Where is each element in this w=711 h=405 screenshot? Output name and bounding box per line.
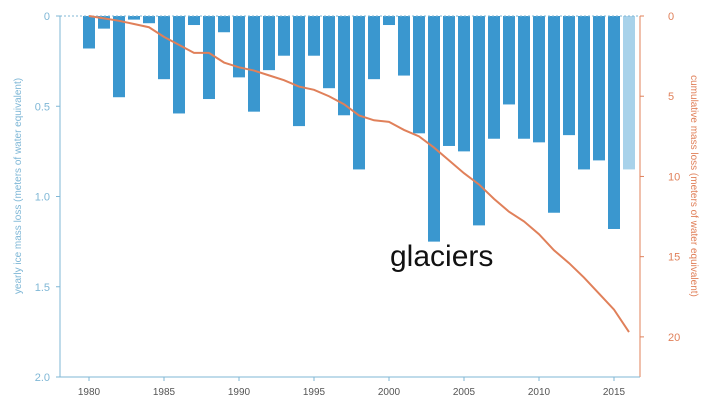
left-tick-label: 0 — [44, 11, 50, 23]
right-tick-label: 5 — [668, 91, 674, 103]
bar-1984 — [143, 16, 155, 24]
x-tick-label: 1995 — [303, 387, 326, 398]
left-axis-title: yearly ice mass loss (meters of water eq… — [13, 78, 24, 294]
bar-2015 — [608, 16, 620, 229]
bar-2002 — [413, 16, 425, 134]
right-tick-label: 15 — [668, 252, 680, 264]
glaciers-annotation: glaciers — [390, 240, 493, 273]
bar-2005 — [458, 16, 470, 152]
right-tick-label: 10 — [668, 171, 680, 183]
left-tick-label: 0.5 — [35, 101, 50, 113]
bar-1983 — [128, 16, 140, 20]
right-axis-title: cumulative mass loss (meters of water eq… — [688, 75, 699, 297]
bar-2016 — [623, 16, 635, 170]
bar-2000 — [383, 16, 395, 26]
bar-1998 — [353, 16, 365, 170]
bar-1992 — [263, 16, 275, 71]
bar-1987 — [188, 16, 200, 26]
left-tick-label: 2.0 — [35, 372, 50, 384]
right-tick-label: 20 — [668, 332, 680, 344]
bar-2010 — [533, 16, 545, 143]
left-tick-label: 1.5 — [35, 282, 50, 294]
x-tick-label: 2015 — [603, 387, 626, 398]
bar-1986 — [173, 16, 185, 114]
bar-1995 — [308, 16, 320, 56]
bar-2009 — [518, 16, 530, 139]
x-tick-label: 2005 — [453, 387, 476, 398]
bar-1985 — [158, 16, 170, 80]
bars — [83, 16, 635, 242]
x-tick-label: 1980 — [78, 387, 101, 398]
bar-1997 — [338, 16, 350, 116]
x-tick-label: 1985 — [153, 387, 176, 398]
right-tick-label: 0 — [668, 11, 674, 23]
bar-2006 — [473, 16, 485, 226]
bar-1993 — [278, 16, 290, 56]
left-tick-label: 1.0 — [35, 192, 50, 204]
bar-1982 — [113, 16, 125, 98]
bar-2003 — [428, 16, 440, 242]
bar-1999 — [368, 16, 380, 80]
bar-2013 — [578, 16, 590, 170]
bar-1990 — [233, 16, 245, 78]
ticks: 0 0.5 1.0 1.5 2.0 0 5 10 15 20 1980 1985 1990 1995 200… — [35, 11, 681, 398]
bar-1991 — [248, 16, 260, 112]
x-tick-label: 2010 — [528, 387, 551, 398]
x-tick-label: 2000 — [378, 387, 401, 398]
bar-2007 — [488, 16, 500, 139]
x-tick-label: 1990 — [228, 387, 251, 398]
bar-2008 — [503, 16, 515, 105]
bar-1996 — [323, 16, 335, 89]
bar-1994 — [293, 16, 305, 127]
bar-1989 — [218, 16, 230, 33]
bar-1988 — [203, 16, 215, 100]
cumulative-loss-line — [88, 15, 630, 333]
bar-2011 — [548, 16, 560, 213]
bar-2014 — [593, 16, 605, 161]
bar-2012 — [563, 16, 575, 136]
bar-1980 — [83, 16, 95, 49]
bar-2001 — [398, 16, 410, 76]
bar-2004 — [443, 16, 455, 146]
